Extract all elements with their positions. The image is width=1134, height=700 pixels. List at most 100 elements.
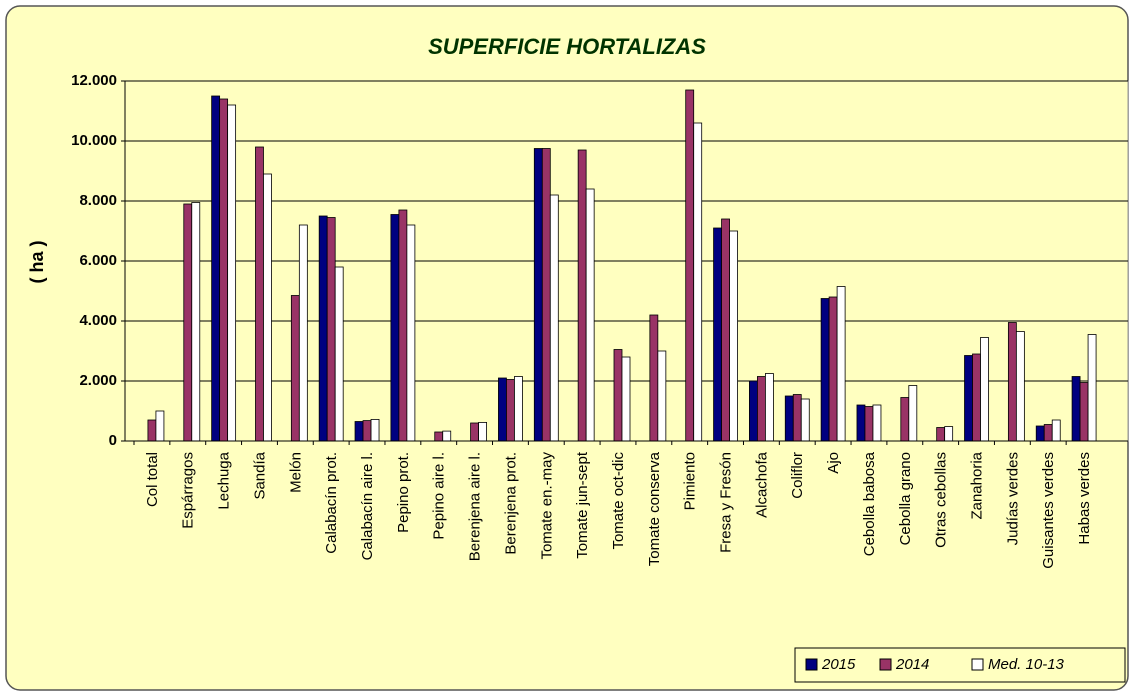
bar bbox=[326, 217, 336, 442]
x-tick-label: Ajo bbox=[825, 452, 842, 474]
x-tick-label: Habas verdes bbox=[1076, 452, 1093, 545]
bar bbox=[533, 148, 543, 442]
x-tick-label: Otras cebollas bbox=[933, 452, 950, 548]
legend-label: 2014 bbox=[895, 656, 929, 673]
bar bbox=[1051, 419, 1061, 442]
x-tick-label: Alcachofa bbox=[753, 451, 770, 518]
x-tick-label: Col total bbox=[144, 452, 161, 507]
bar bbox=[577, 149, 587, 442]
bar bbox=[936, 427, 946, 442]
bar bbox=[713, 227, 722, 442]
x-tick-label: Coliflor bbox=[789, 452, 806, 499]
bar bbox=[318, 215, 328, 442]
x-tick-label: Zanahoria bbox=[968, 451, 985, 519]
bar bbox=[549, 194, 559, 442]
bar bbox=[972, 353, 981, 442]
x-tick-label: Espárragos bbox=[180, 452, 197, 529]
bar bbox=[398, 209, 408, 442]
bar bbox=[900, 397, 910, 442]
y-tick-label: 0 bbox=[109, 432, 117, 449]
bar bbox=[298, 224, 308, 442]
legend-swatch bbox=[805, 658, 818, 671]
x-tick-label: Tomate conserva bbox=[646, 451, 663, 566]
bar bbox=[191, 202, 201, 442]
x-tick-label: Cebolla grano bbox=[897, 452, 914, 545]
bar bbox=[147, 419, 157, 442]
bar bbox=[211, 95, 221, 442]
bar bbox=[964, 355, 973, 442]
bar bbox=[856, 404, 866, 442]
bar bbox=[334, 266, 344, 442]
x-tick-label: Berenjena aire l. bbox=[467, 452, 484, 561]
y-tick-label: 12.000 bbox=[71, 72, 117, 89]
bar bbox=[442, 430, 452, 442]
bar bbox=[585, 188, 595, 442]
legend-label: 2015 bbox=[821, 656, 856, 673]
x-tick-label: Berenjena prot. bbox=[502, 452, 519, 555]
bar bbox=[820, 298, 830, 442]
bar bbox=[354, 421, 364, 442]
bar bbox=[980, 337, 989, 442]
bar bbox=[749, 380, 758, 442]
x-tick-label: Pimiento bbox=[682, 452, 699, 510]
bar bbox=[1015, 331, 1025, 442]
bar bbox=[944, 426, 954, 442]
bar bbox=[613, 349, 623, 442]
bar bbox=[498, 377, 507, 442]
x-tick-label: Calabacín aire l. bbox=[359, 452, 376, 560]
bar bbox=[1087, 334, 1097, 442]
x-tick-label: Guisantes verdes bbox=[1040, 452, 1057, 569]
bar bbox=[183, 203, 193, 442]
x-tick-label: Lechuga bbox=[216, 451, 233, 509]
bar bbox=[370, 418, 380, 442]
x-tick-label: Cebolla babosa bbox=[861, 451, 878, 556]
y-tick-label: 6.000 bbox=[79, 252, 117, 269]
bar bbox=[155, 410, 165, 442]
bar bbox=[693, 122, 703, 442]
x-tick-label: Fresa y Fresón bbox=[718, 452, 735, 553]
bar bbox=[255, 146, 264, 442]
x-tick-label: Pepino aire l. bbox=[431, 452, 448, 540]
y-tick-label: 2.000 bbox=[79, 372, 117, 389]
bar bbox=[908, 385, 918, 442]
y-tick-label: 4.000 bbox=[79, 312, 117, 329]
bar bbox=[470, 422, 479, 442]
bar bbox=[1079, 382, 1089, 442]
bar bbox=[1071, 376, 1081, 442]
legend-swatch bbox=[879, 658, 892, 671]
legend-label: Med. 10-13 bbox=[988, 656, 1065, 673]
bar bbox=[1043, 424, 1053, 442]
x-tick-label: Tomate en.-may bbox=[538, 452, 555, 560]
bar bbox=[362, 420, 372, 442]
bar bbox=[434, 431, 444, 442]
bar bbox=[836, 286, 846, 442]
chart-title: SUPERFICIE HORTALIZAS bbox=[428, 34, 706, 59]
bar bbox=[514, 376, 523, 442]
bar bbox=[219, 98, 229, 442]
x-tick-label: Calabacín prot. bbox=[323, 452, 340, 554]
legend-swatch bbox=[971, 658, 984, 671]
bar bbox=[685, 89, 695, 442]
bar bbox=[872, 404, 882, 442]
bar bbox=[263, 173, 272, 442]
bar bbox=[227, 104, 237, 442]
bar bbox=[800, 398, 810, 442]
x-tick-label: Pepino prot. bbox=[395, 452, 412, 533]
bar bbox=[657, 350, 667, 442]
x-tick-label: Tomate jun-sept bbox=[574, 451, 591, 559]
bar bbox=[1035, 425, 1045, 442]
x-tick-label: Tomate oct-dic bbox=[610, 452, 627, 550]
bar bbox=[864, 406, 874, 442]
bar bbox=[1007, 322, 1017, 442]
x-tick-label: Judías verdes bbox=[1004, 452, 1021, 545]
y-tick-label: 10.000 bbox=[71, 132, 117, 149]
bar bbox=[621, 356, 631, 442]
bar bbox=[729, 230, 738, 442]
bar bbox=[541, 148, 551, 442]
y-tick-label: 8.000 bbox=[79, 192, 117, 209]
bar bbox=[406, 224, 416, 442]
bar bbox=[390, 214, 400, 442]
bar bbox=[290, 295, 300, 442]
bar bbox=[478, 421, 487, 442]
